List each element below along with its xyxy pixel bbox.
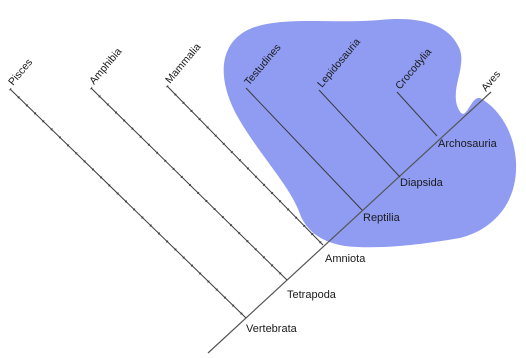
branch-line-pisces bbox=[9, 88, 247, 319]
branch-line-lepidosauria bbox=[318, 89, 401, 178]
taxon-label-mammalia: Mammalia bbox=[163, 41, 203, 86]
taxon-label-aves: Aves bbox=[479, 68, 503, 93]
clade-label-archosauria: Archosauria bbox=[438, 138, 498, 150]
clade-label-amniota: Amniota bbox=[325, 253, 366, 265]
branch-line-testudines bbox=[245, 87, 363, 211]
branch-line-mammalia bbox=[166, 85, 324, 246]
reptilia-highlight-region bbox=[223, 19, 517, 248]
clade-label-diapsida: Diapsida bbox=[400, 177, 444, 189]
taxon-label-pisces: Pisces bbox=[6, 57, 35, 88]
clade-label-tetrapoda: Tetrapoda bbox=[287, 289, 337, 301]
branch-line-amphibia bbox=[90, 87, 288, 281]
clade-label-vertebrata: Vertebrata bbox=[246, 323, 298, 335]
trunk-line bbox=[207, 91, 492, 354]
taxon-label-amphibia: Amphibia bbox=[87, 46, 124, 87]
clade-label-reptilia: Reptilia bbox=[363, 212, 401, 224]
branch-line-crocodylia bbox=[396, 91, 438, 137]
